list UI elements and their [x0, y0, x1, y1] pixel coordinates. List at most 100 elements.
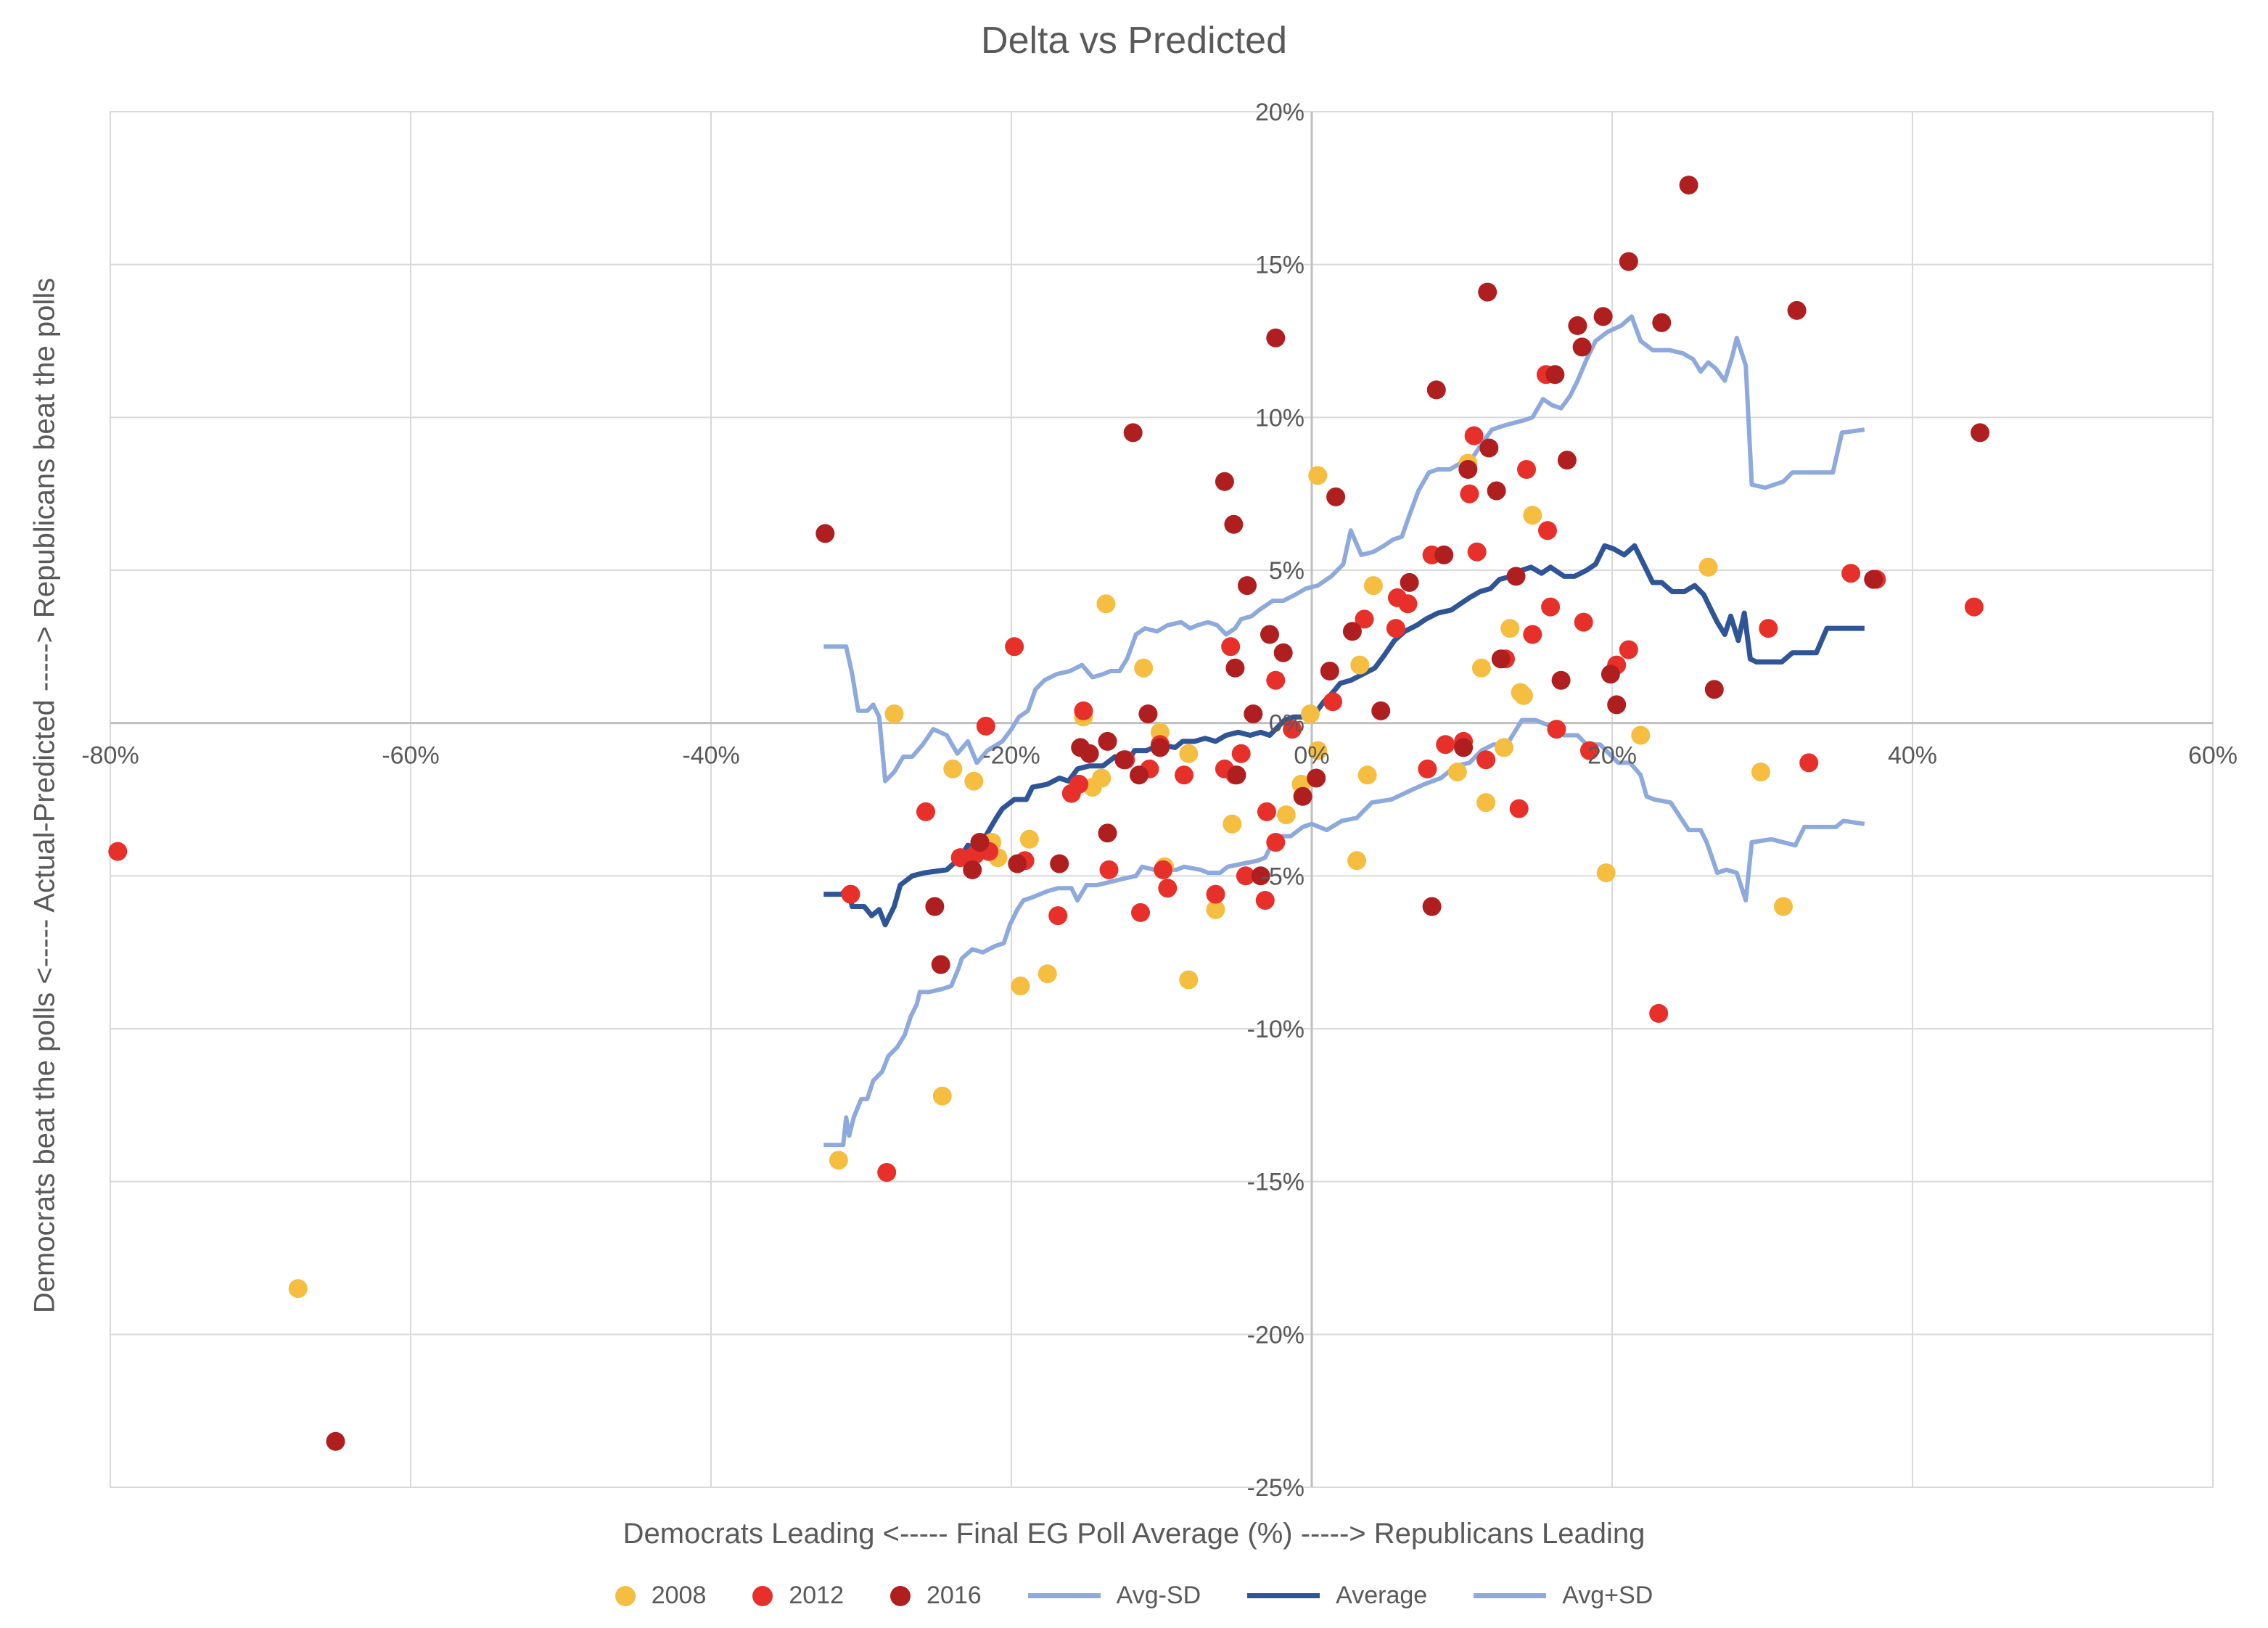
point-2012	[1158, 879, 1178, 898]
point-2016	[1506, 567, 1526, 586]
legend-item: Avg+SD	[1474, 1582, 1653, 1610]
point-2012	[1460, 484, 1479, 503]
point-2012	[1464, 426, 1484, 445]
y-tick-label: -25%	[1247, 1474, 1304, 1502]
point-2012	[1799, 753, 1819, 773]
point-2008	[1096, 594, 1116, 614]
point-2016	[1458, 460, 1478, 479]
gridlines	[110, 111, 2214, 1488]
point-2016	[1568, 316, 1587, 335]
point-2016	[1491, 649, 1511, 669]
point-2012	[1048, 906, 1068, 926]
point-2012	[1619, 640, 1638, 659]
point-2016	[1138, 704, 1158, 723]
legend-label: Avg-SD	[1116, 1582, 1201, 1609]
x-tick-label: -60%	[382, 742, 439, 770]
point-2012	[1398, 594, 1418, 614]
legend-marker	[1474, 1593, 1547, 1598]
point-2012	[1069, 774, 1089, 794]
legend-item: 2012	[752, 1582, 844, 1610]
legend-label: 2012	[789, 1582, 844, 1609]
point-2016	[931, 955, 950, 974]
legend-label: Average	[1336, 1582, 1428, 1609]
legend-item: 2008	[615, 1582, 706, 1610]
point-2008	[1500, 619, 1520, 638]
point-2016	[1619, 252, 1638, 271]
point-2016	[1215, 472, 1234, 491]
x-tick-label: -40%	[682, 742, 739, 770]
legend-item: 2016	[890, 1582, 982, 1610]
point-2008	[1019, 829, 1039, 849]
point-2016	[1050, 854, 1069, 873]
point-2012	[1175, 765, 1193, 785]
point-2016	[1273, 643, 1293, 662]
point-2016	[1971, 423, 1990, 443]
point-2012	[1579, 741, 1599, 760]
y-tick-label: 10%	[1255, 404, 1304, 432]
point-2016	[1150, 738, 1170, 757]
point-2012	[1523, 625, 1542, 644]
point-2016	[1551, 670, 1571, 690]
x-tick-label: -80%	[81, 742, 139, 770]
point-2012	[1759, 619, 1778, 638]
point-2016	[1557, 451, 1577, 470]
legend-label: 2016	[926, 1582, 982, 1609]
y-tick-label: -5%	[1261, 863, 1304, 890]
point-2012	[1005, 637, 1024, 657]
point-2016	[1607, 695, 1627, 715]
x-tick-label: 0%	[1294, 742, 1329, 770]
point-2016	[1260, 625, 1279, 644]
point-2008	[1774, 897, 1793, 916]
point-2008	[1513, 686, 1533, 705]
point-2012	[1538, 521, 1557, 540]
x-tick-label: 40%	[1888, 742, 1937, 770]
point-2016	[1652, 313, 1672, 332]
x-tick-label: 20%	[1587, 742, 1637, 770]
legend-marker	[615, 1585, 636, 1606]
point-2008	[1308, 466, 1328, 485]
point-2008	[1698, 557, 1718, 577]
y-tick-label: -15%	[1247, 1169, 1304, 1196]
axes	[110, 112, 2213, 1487]
point-2016	[1225, 658, 1245, 678]
point-2012	[1467, 542, 1487, 562]
point-2016	[1787, 300, 1807, 320]
y-tick-label: -20%	[1247, 1321, 1304, 1349]
point-2016	[1098, 731, 1117, 751]
point-2016	[1342, 622, 1362, 641]
point-2012	[1131, 903, 1150, 922]
point-2016	[1864, 570, 1883, 589]
point-2012	[1386, 619, 1405, 638]
legend-marker	[752, 1585, 773, 1606]
point-2012	[1255, 891, 1275, 910]
point-2012	[1574, 612, 1593, 632]
point-2012	[1154, 860, 1173, 879]
x-axis-label: Democrats Leading <----- Final EG Poll A…	[623, 1518, 1645, 1550]
point-2008	[1347, 851, 1367, 871]
point-2008	[1631, 725, 1651, 745]
point-2008	[1300, 704, 1320, 723]
point-2016	[1545, 365, 1565, 385]
point-2016	[963, 860, 982, 879]
legend-marker	[1027, 1593, 1101, 1598]
point-2008	[1350, 655, 1370, 675]
point-2012	[1266, 833, 1286, 852]
point-2016	[1679, 176, 1698, 195]
point-2016	[1426, 380, 1446, 400]
point-2008	[943, 759, 963, 778]
point-2016	[1601, 665, 1620, 684]
point-2016	[1454, 738, 1474, 757]
y-tick-label: -10%	[1247, 1016, 1304, 1043]
point-2016	[1008, 854, 1027, 873]
point-2016	[970, 833, 990, 852]
point-2012	[108, 842, 128, 861]
point-2016	[1320, 662, 1339, 681]
point-2016	[1293, 786, 1312, 806]
tick-labels: -80% -60% -40% -20% 0% 20% 40% 60% -25% -20% -15% -…	[81, 99, 2238, 1502]
point-2012	[1231, 744, 1251, 763]
point-2008	[1471, 658, 1491, 678]
point-2012	[877, 1163, 897, 1182]
point-2008	[1363, 576, 1383, 596]
point-2012	[1841, 564, 1861, 583]
point-2016	[1479, 438, 1499, 458]
